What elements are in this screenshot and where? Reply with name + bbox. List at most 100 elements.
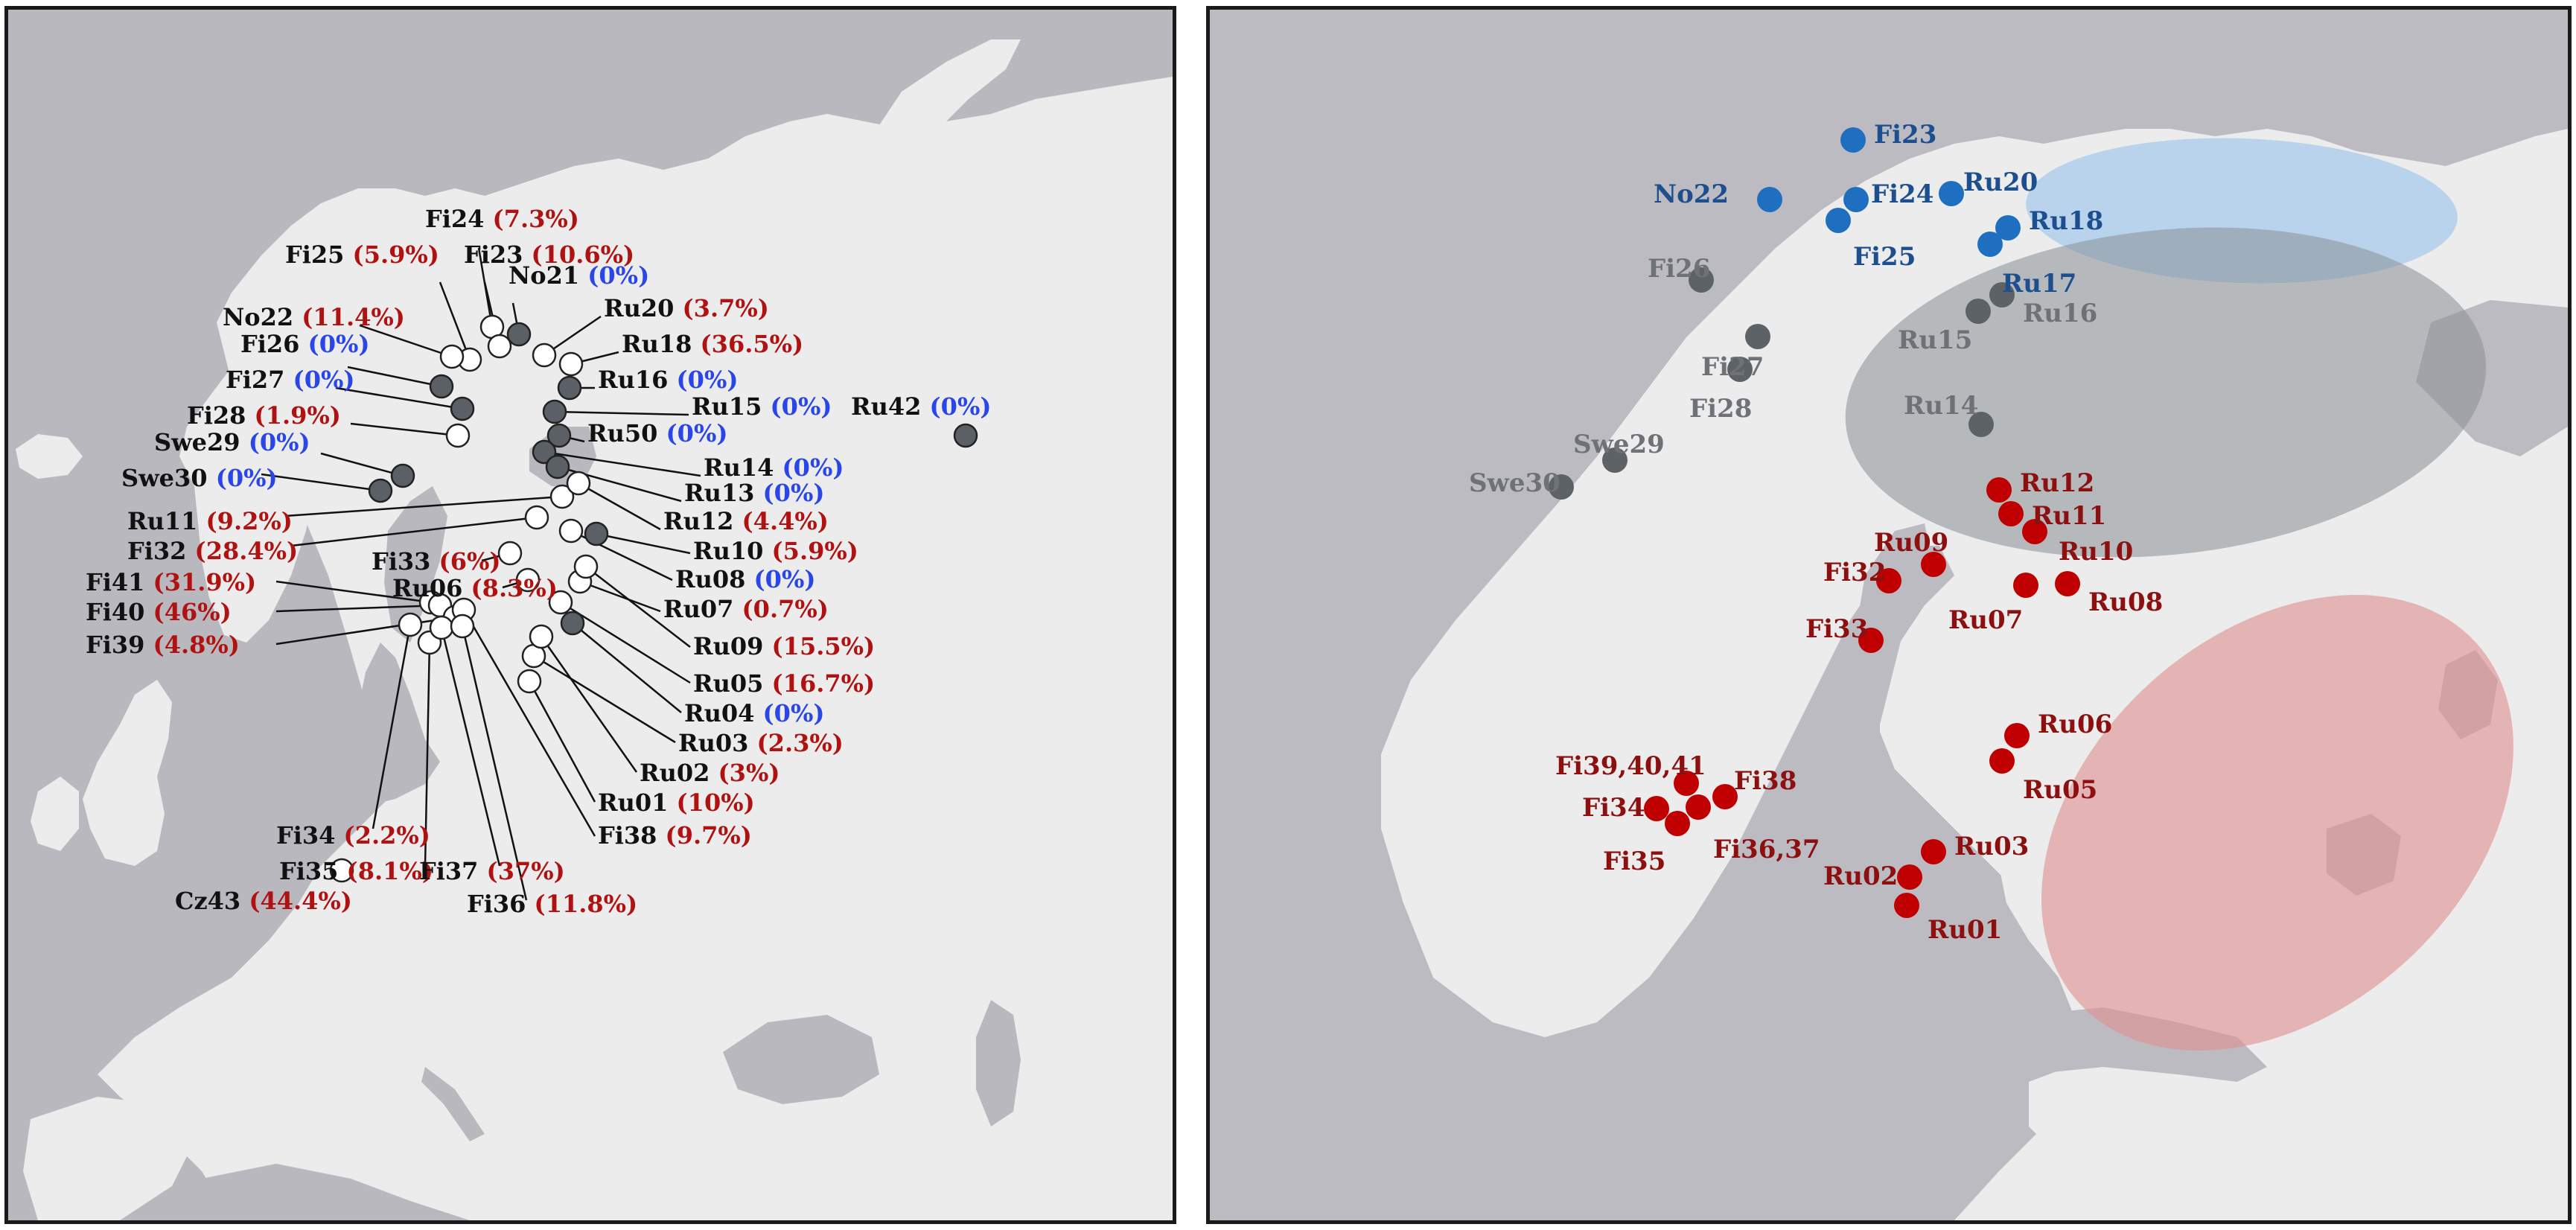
site-name: No21 bbox=[508, 261, 579, 290]
group-label-fi39-40-41: Fi39,40,41 bbox=[1555, 751, 1706, 781]
group-label-fi27: Fi27 bbox=[1701, 352, 1764, 382]
site-label-ru06: Ru06 (8.3%) bbox=[392, 574, 558, 602]
group-label-ru10: Ru10 bbox=[2059, 537, 2133, 567]
site-percentage: (2.2%) bbox=[344, 821, 430, 850]
site-label-ru42: Ru42 (0%) bbox=[851, 392, 991, 421]
leader-line-swe29 bbox=[320, 452, 404, 477]
site-marker-fi23 bbox=[487, 334, 512, 359]
site-percentage: (36.5%) bbox=[701, 330, 804, 358]
group-label-fi32: Fi32 bbox=[1823, 558, 1886, 587]
group-marker-ru11 bbox=[1998, 501, 2024, 526]
site-percentage: (0%) bbox=[763, 479, 825, 507]
group-marker-no22 bbox=[1757, 187, 1782, 212]
leader-line-fi28 bbox=[350, 422, 459, 437]
site-label-fi23: Fi23 (10.6%) bbox=[464, 240, 634, 269]
group-marker-ru06 bbox=[2004, 723, 2030, 748]
leader-line-no22 bbox=[359, 324, 453, 358]
site-percentage: (3%) bbox=[718, 759, 780, 787]
site-name: Ru01 bbox=[598, 788, 668, 817]
site-name: Ru08 bbox=[675, 565, 745, 593]
site-percentage: (1.9%) bbox=[255, 401, 341, 430]
group-label-ru03: Ru03 bbox=[1954, 832, 2029, 861]
site-percentage: (0%) bbox=[930, 392, 992, 421]
site-marker-ru11 bbox=[549, 484, 575, 509]
site-label-fi26: Fi26 (0%) bbox=[240, 330, 370, 358]
site-label-cz43: Cz43 (44.4%) bbox=[175, 887, 352, 915]
group-marker-fi33 bbox=[1858, 628, 1884, 653]
site-name: Fi23 bbox=[464, 240, 523, 269]
red-group-ellipse bbox=[2041, 594, 2513, 1051]
leader-line-ru14 bbox=[543, 450, 701, 477]
leader-line-fi39 bbox=[275, 616, 456, 646]
group-label-fi35: Fi35 bbox=[1603, 847, 1665, 876]
group-marker-ru05 bbox=[1989, 748, 2015, 774]
group-marker-ru10 bbox=[2022, 519, 2047, 544]
group-label-ru06: Ru06 bbox=[2038, 710, 2112, 739]
left-site-labels: Fi24 (7.3%) Fi25 (5.9%) Fi23 (10.6%)No21 (… bbox=[86, 205, 991, 918]
site-percentage: (28.4%) bbox=[195, 537, 299, 565]
group-label-fi28: Fi28 bbox=[1689, 394, 1752, 424]
group-label-ru08: Ru08 bbox=[2088, 587, 2163, 617]
site-percentage: (0%) bbox=[763, 699, 825, 727]
site-percentage: (0%) bbox=[677, 366, 739, 394]
site-percentage: (4.8%) bbox=[153, 631, 240, 659]
group-marker-ru07 bbox=[2013, 573, 2038, 598]
site-percentage: (0.7%) bbox=[742, 595, 829, 623]
site-percentage: (0%) bbox=[587, 261, 649, 290]
site-percentage: (31.9%) bbox=[153, 568, 257, 596]
group-marker-ru01 bbox=[1894, 893, 1919, 918]
site-marker-fi27 bbox=[450, 396, 475, 421]
site-marker-ru06 bbox=[515, 567, 541, 593]
leader-line-fi38 bbox=[462, 609, 596, 837]
leader-line-fi36 bbox=[461, 625, 528, 901]
group-label-ru15: Ru15 bbox=[1898, 325, 1972, 355]
site-name: Ru02 bbox=[640, 759, 710, 787]
site-percentage: (15.5%) bbox=[772, 632, 876, 660]
site-label-no21: No21 (0%) bbox=[508, 261, 649, 290]
group-label-fi38: Fi38 bbox=[1734, 766, 1796, 796]
site-name: Fi24 bbox=[425, 205, 484, 233]
site-marker-ru18 bbox=[558, 351, 584, 377]
site-name: Ru10 bbox=[693, 537, 763, 565]
site-label-ru50: Ru50 (0%) bbox=[587, 419, 727, 447]
site-marker-ru05 bbox=[548, 590, 573, 615]
site-name: Fi26 bbox=[240, 330, 299, 358]
group-marker-ru08 bbox=[2055, 571, 2080, 596]
group-marker-fi25 bbox=[1826, 208, 1851, 233]
group-marker-fi28 bbox=[1727, 357, 1753, 382]
site-label-ru14: Ru14 (0%) bbox=[704, 453, 844, 482]
site-percentage: (0%) bbox=[249, 428, 310, 456]
site-label-fi25: Fi25 (5.9%) bbox=[285, 240, 439, 269]
site-label-fi28: Fi28 (1.9%) bbox=[187, 401, 341, 430]
site-percentage: (5.9%) bbox=[772, 537, 858, 565]
site-label-fi41: Fi41 (31.9%) bbox=[86, 568, 256, 596]
site-percentage: (0%) bbox=[771, 392, 832, 421]
site-name: Ru06 bbox=[392, 574, 462, 602]
site-percentage: (0%) bbox=[754, 565, 816, 593]
site-label-fi27: Fi27 (0%) bbox=[226, 366, 355, 394]
site-name: Ru50 bbox=[587, 419, 657, 447]
group-marker-fi32 bbox=[1876, 568, 1901, 593]
site-marker-ru08 bbox=[558, 518, 584, 544]
site-percentage: (10%) bbox=[677, 788, 755, 817]
site-marker-fi32 bbox=[524, 505, 549, 530]
right-map: Fi23 No22 Fi24 Ru20 Ru18 Fi25 Ru17 Fi26 Ru16 Fi27… bbox=[1210, 10, 2568, 1220]
site-marker-ru14 bbox=[532, 439, 557, 465]
leader-line-ru01 bbox=[528, 681, 596, 803]
site-name: Ru13 bbox=[684, 479, 754, 507]
site-percentage: (8.3%) bbox=[471, 574, 558, 602]
group-label-ru12: Ru12 bbox=[2020, 468, 2094, 498]
group-label-fi23: Fi23 bbox=[1874, 120, 1936, 150]
group-marker-fi26 bbox=[1689, 267, 1714, 293]
group-marker-fi36-37 bbox=[1686, 794, 1711, 820]
group-label-swe29: Swe29 bbox=[1573, 430, 1665, 459]
site-name: Fi37 bbox=[419, 857, 478, 885]
right-site-markers bbox=[1549, 127, 2080, 918]
site-label-ru11: Ru11 (9.2%) bbox=[127, 507, 293, 535]
site-percentage: (8.1%) bbox=[347, 857, 433, 885]
group-label-ru20: Ru20 bbox=[1963, 168, 2038, 197]
site-percentage: (6%) bbox=[439, 547, 501, 576]
leader-line-fi35 bbox=[424, 642, 431, 867]
leader-line-ru10 bbox=[596, 532, 691, 555]
site-marker-ru12 bbox=[566, 471, 591, 496]
